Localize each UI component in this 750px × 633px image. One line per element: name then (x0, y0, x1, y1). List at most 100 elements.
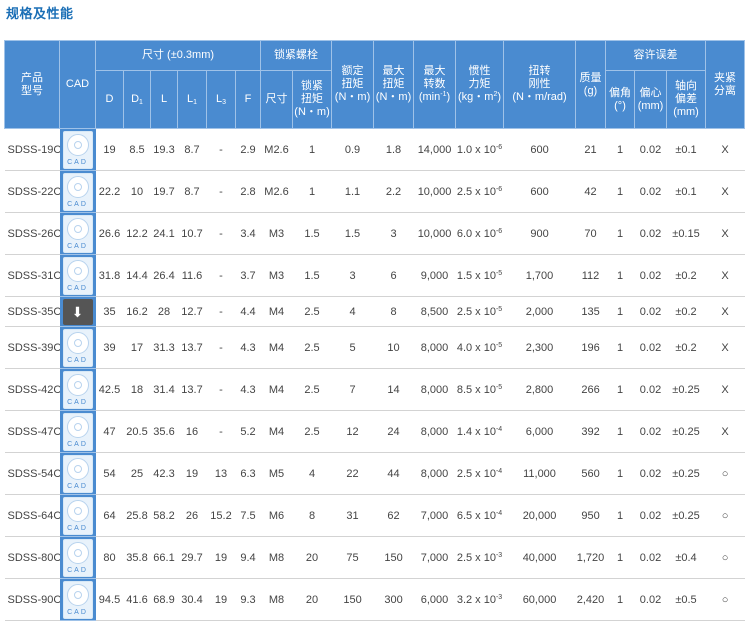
f-cell: 2.9 (235, 128, 261, 171)
d1-cell: 14.4 (123, 254, 151, 297)
size-cell: M2.6 (260, 128, 293, 171)
size-cell: M5 (260, 452, 293, 495)
rated-cell: 75 (331, 536, 374, 579)
header-max-speed: 最大 转数 (min-1) (413, 40, 457, 129)
stiffness-cell: 900 (503, 212, 576, 255)
l3-cell: - (206, 296, 236, 327)
l-cell: 58.2 (150, 494, 178, 537)
cad-download-button[interactable]: CAD (62, 496, 93, 535)
max-cell: 8 (373, 296, 414, 327)
center-cell: 0.02 (634, 410, 667, 453)
inertia-cell: 1.0 x 10-6 (455, 128, 504, 171)
inertia-exponent: -3 (495, 551, 503, 559)
clamp-cell: X (705, 170, 745, 213)
clamp-cell: X (705, 212, 745, 255)
cad-disc-icon (66, 541, 89, 564)
l1-cell: 12.7 (177, 296, 207, 327)
cad-label: CAD (67, 200, 88, 208)
inertia-exponent: -4 (495, 425, 503, 433)
rated-cell: 5 (331, 326, 374, 369)
f-cell: 2.8 (235, 170, 261, 213)
mass-cell: 196 (575, 326, 606, 369)
cad-download-button[interactable]: CAD (62, 412, 93, 451)
f-cell: 4.4 (235, 296, 261, 327)
mass-cell: 392 (575, 410, 606, 453)
cad-disc-icon (66, 331, 89, 354)
clamp-cell: ○ (705, 452, 745, 495)
d-cell: 31.8 (95, 254, 124, 297)
cad-download-button[interactable]: CAD (62, 580, 93, 619)
axial-cell: ±0.25 (666, 452, 706, 495)
cad-label: CAD (67, 158, 88, 166)
header-tol-center: 偏心 (mm) (634, 70, 668, 129)
inertia-cell: 2.5 x 10-4 (455, 452, 504, 495)
rated-cell: 22 (331, 452, 374, 495)
header-torsional-stiffness: 扭转 刚性 (N・m/rad) (503, 40, 577, 129)
cad-download-button[interactable]: CAD (62, 214, 93, 253)
cad-disc-icon (66, 133, 89, 156)
table-row: SDSS-39C CAD 39 17 31.3 13.7-4.3 M4 2.5 5 10 8,000… (4, 326, 745, 369)
f-cell: 3.7 (235, 254, 261, 297)
header-dimensions: 尺寸 (±0.3mm) (94, 40, 262, 71)
inertia-cell: 2.5 x 10-6 (455, 170, 504, 213)
model-cell: SDSS-26C (4, 212, 60, 255)
speed-cell: 10,000 (413, 170, 456, 213)
l-cell: 28 (150, 296, 178, 327)
axial-cell: ±0.2 (666, 326, 706, 369)
stiffness-cell: 11,000 (503, 452, 576, 495)
table-row: SDSS-26C CAD 26.6 12.2 24.1 10.7-3.4 M3 1.5 1.5 3… (4, 212, 745, 255)
model-cell: SDSS-31C (4, 254, 60, 297)
l-cell: 31.3 (150, 326, 178, 369)
f-cell: 9.3 (235, 578, 261, 621)
d1-cell: 17 (123, 326, 151, 369)
mass-cell: 70 (575, 212, 606, 255)
cad-download-button[interactable]: CAD (62, 130, 93, 169)
cad-disc-icon (66, 415, 89, 438)
clamp-cell: X (705, 128, 745, 171)
d1-cell: 41.6 (123, 578, 151, 621)
page-title: 规格及性能 (6, 6, 74, 21)
mass-cell: 950 (575, 494, 606, 537)
inertia-cell: 2.5 x 10-5 (455, 296, 504, 327)
speed-cell: 6,000 (413, 578, 456, 621)
l3-cell: 19 (206, 536, 236, 579)
download-icon[interactable]: ⬇ (62, 298, 93, 325)
l3-cell: 19 (206, 578, 236, 621)
rated-cell: 4 (331, 296, 374, 327)
table-row: SDSS-90C CAD 94.5 41.6 68.9 30.4 19 9.3 M8 20 150 3… (4, 578, 745, 621)
cad-disc-icon (66, 259, 89, 282)
cad-download-button[interactable]: CAD (62, 370, 93, 409)
table-row: SDSS-42C CAD 42.5 18 31.4 13.7-4.3 M4 2.5 7 14 8,0… (4, 368, 745, 411)
cad-download-button[interactable]: CAD (62, 538, 93, 577)
cad-download-button[interactable]: CAD (62, 328, 93, 367)
inertia-cell: 1.4 x 10-4 (455, 410, 504, 453)
l1-cell: 16 (177, 410, 207, 453)
inertia-cell: 8.5 x 10-5 (455, 368, 504, 411)
stiffness-cell: 1,700 (503, 254, 576, 297)
inertia-cell: 4.0 x 10-5 (455, 326, 504, 369)
torque-cell: 1.5 (292, 212, 332, 255)
angle-cell: 1 (605, 578, 635, 621)
cad-label: CAD (67, 284, 88, 292)
table-row: SDSS-35C ⬇ 35 16.2 28 12.7-4.4 M4 2.5 4 8 8,500 2.5… (4, 296, 745, 327)
l1-cell: 26 (177, 494, 207, 537)
d-cell: 42.5 (95, 368, 124, 411)
stiffness-cell: 2,000 (503, 296, 576, 327)
cad-download-button[interactable]: CAD (62, 172, 93, 211)
inertia-base: 8.5 x 10 (456, 383, 496, 396)
l-cell: 19.3 (150, 128, 178, 171)
angle-cell: 1 (605, 326, 635, 369)
cad-download-button[interactable]: CAD (62, 454, 93, 493)
cad-cell: CAD (59, 494, 96, 537)
f-cell: 4.3 (235, 368, 261, 411)
cad-download-button[interactable]: CAD (62, 256, 93, 295)
inertia-exponent: -5 (495, 383, 503, 391)
model-cell: SDSS-42C (4, 368, 60, 411)
torque-cell: 1 (292, 128, 332, 171)
d-cell: 54 (95, 452, 124, 495)
center-cell: 0.02 (634, 494, 667, 537)
cad-label: CAD (67, 566, 88, 574)
l3-cell: - (206, 212, 236, 255)
l3-cell: - (206, 368, 236, 411)
size-cell: M8 (260, 578, 293, 621)
